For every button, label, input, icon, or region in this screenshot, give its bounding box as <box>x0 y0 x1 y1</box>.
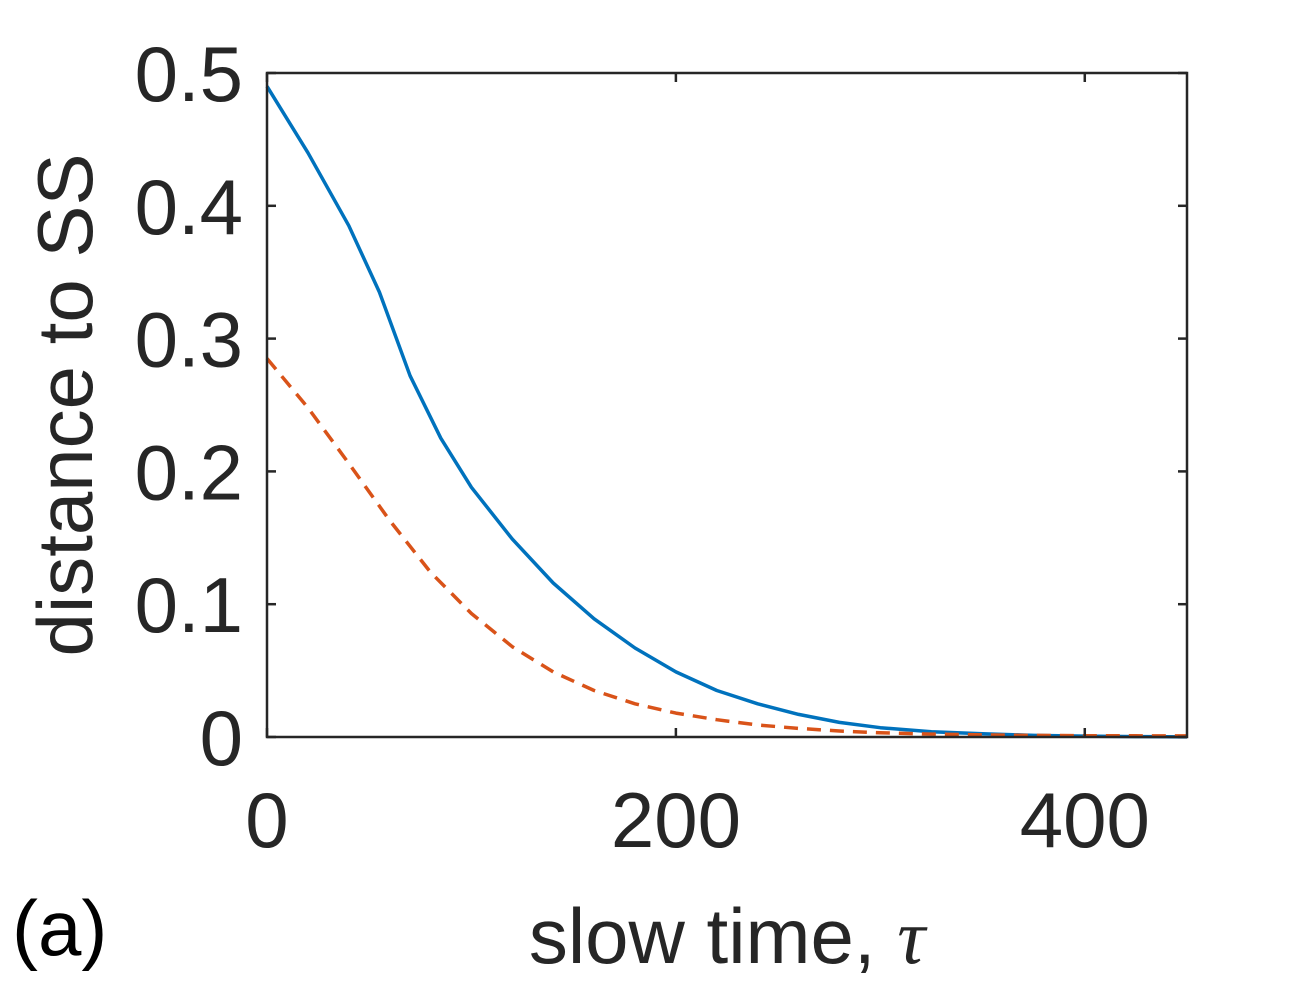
ticks-layer <box>265 71 1187 739</box>
series-line-2 <box>265 357 1188 738</box>
x-axis-label: slow time, τ <box>529 892 928 980</box>
plot-frame <box>265 71 1189 739</box>
y-tick-label-1: 0.1 <box>135 561 243 649</box>
y-tick-label-0: 0 <box>200 694 243 782</box>
series-layer <box>265 85 1188 739</box>
plot-background <box>267 73 1187 737</box>
y-tick-label-4: 0.4 <box>135 163 243 251</box>
y-tick-label-3: 0.3 <box>135 296 243 384</box>
x-tick-label-0: 0 <box>245 776 288 864</box>
x-tick-label-2: 400 <box>1020 776 1150 864</box>
x-axis-label-symbol: τ <box>897 893 928 980</box>
tick-labels-layer: 0 200 400 0 0.1 0.2 0.3 0.4 0.5 <box>135 30 1150 864</box>
x-tick-label-1: 200 <box>611 776 741 864</box>
y-axis-label: distance to SS <box>21 154 109 657</box>
panel-label: (a) <box>12 884 107 972</box>
y-tick-label-5: 0.5 <box>135 30 243 118</box>
y-tick-label-2: 0.2 <box>135 428 243 516</box>
